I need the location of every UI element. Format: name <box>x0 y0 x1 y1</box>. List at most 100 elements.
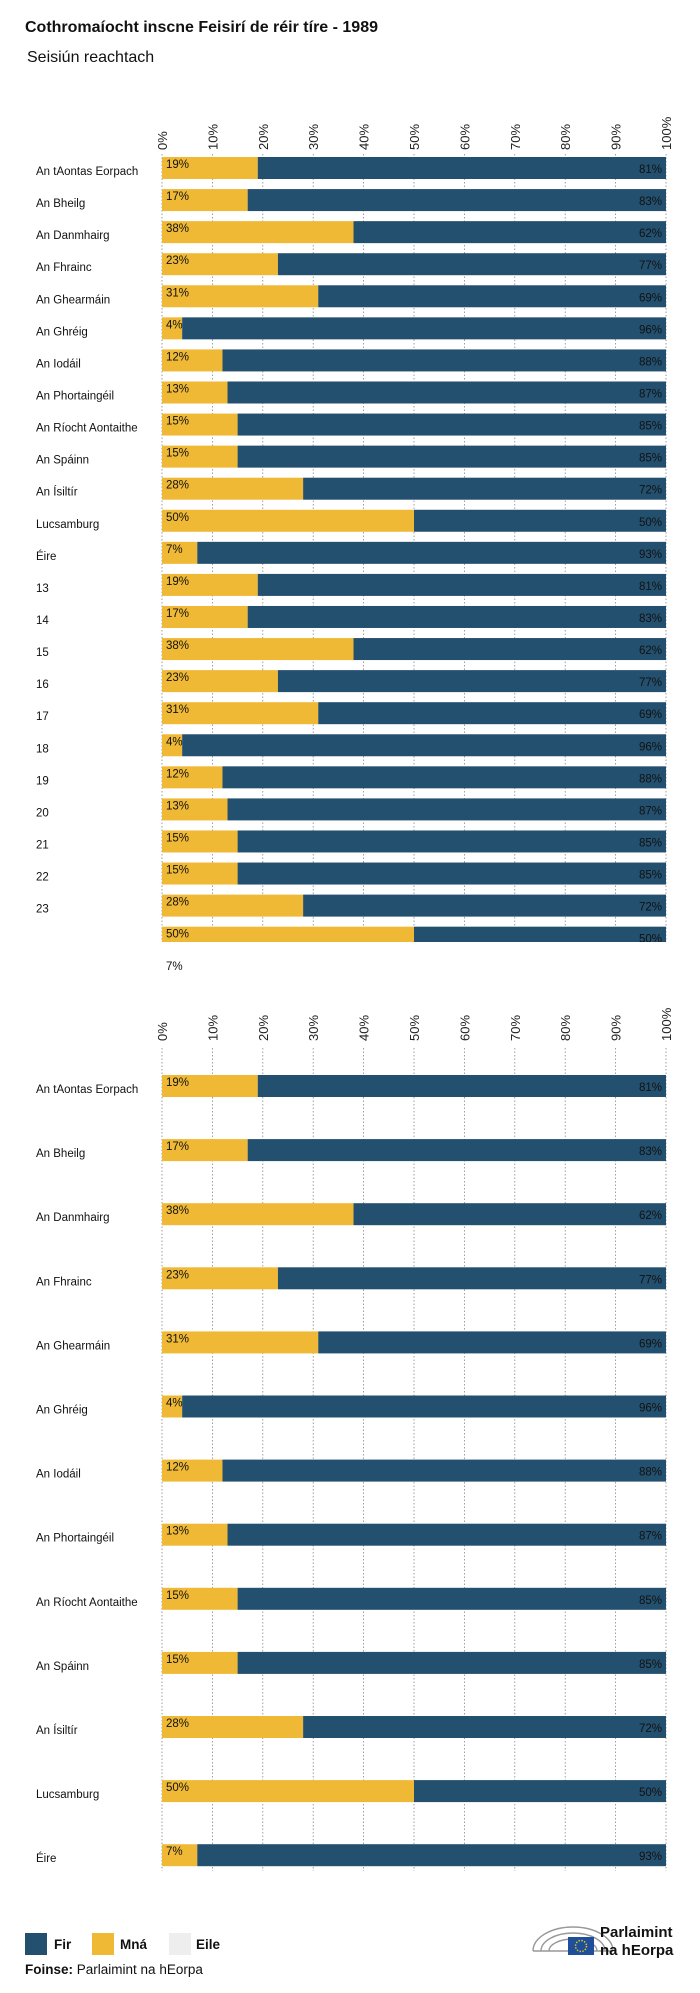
bar-segment <box>237 413 666 436</box>
category-label: An tAontas Eorpach <box>36 1084 138 1096</box>
value-label: 15% <box>166 833 189 845</box>
bar-segment <box>162 766 223 789</box>
value-label: 19% <box>166 159 189 171</box>
value-label: 15% <box>166 1590 189 1602</box>
bar-segment <box>162 1523 228 1546</box>
value-label: 12% <box>166 768 189 780</box>
logo: Parlaimint na hEorpa <box>532 1924 674 1959</box>
value-label: 85% <box>639 838 662 850</box>
bar-segment <box>257 157 666 179</box>
category-label: 18 <box>36 743 49 755</box>
category-label: An Ríocht Aontaithe <box>36 423 138 435</box>
chart: 19% 81% 17% 83% 38% 62% 23% 77% 31% 69% 4% 96% 12% 88… <box>36 1007 674 1871</box>
legend-swatch <box>169 1933 191 1955</box>
bar-segment <box>162 798 228 821</box>
bar-segment <box>197 541 666 564</box>
value-label: 72% <box>639 902 662 914</box>
bar-segment <box>182 317 666 340</box>
bar-segment <box>162 1587 238 1610</box>
bar-segment <box>353 1203 666 1226</box>
legend-label: Fir <box>54 1937 72 1952</box>
bar-segment <box>162 189 248 212</box>
logo-text: Parlaimint <box>600 1924 673 1941</box>
bar-segment <box>303 1716 666 1738</box>
bar-segment <box>257 1075 666 1097</box>
category-label: An Ísiltír <box>36 1724 78 1737</box>
legend: Fir Mná Eile <box>25 1933 221 1955</box>
x-tick-label: 20% <box>256 124 271 150</box>
value-label: 83% <box>639 1146 662 1158</box>
value-label: 77% <box>639 677 662 689</box>
value-label: 62% <box>639 228 662 240</box>
category-label: An Ghearmáin <box>36 294 110 306</box>
bar-segment <box>162 830 238 853</box>
bar-segment <box>162 413 238 436</box>
category-label: Lucsamburg <box>36 1789 99 1801</box>
x-tick-label: 10% <box>205 124 220 150</box>
category-label: An Ísiltír <box>36 486 78 499</box>
bar-segment <box>222 349 667 372</box>
legend-label: Mná <box>120 1937 147 1952</box>
category-label: An Phortaingéil <box>36 1533 114 1545</box>
bar-segment <box>162 1203 354 1226</box>
bar-segment <box>353 638 666 661</box>
bar-segment <box>162 349 223 372</box>
bar-segment <box>162 702 319 725</box>
legend-swatch <box>25 1933 47 1955</box>
value-label: 28% <box>166 897 189 909</box>
value-label: 12% <box>166 351 189 363</box>
legend-label: Eile <box>196 1937 221 1952</box>
bar-segment <box>303 894 666 917</box>
value-label: 19% <box>166 576 189 588</box>
bar-segment <box>162 1844 198 1867</box>
bar-segment <box>303 477 666 500</box>
bar-segment <box>162 509 414 532</box>
bar-segment <box>162 894 304 917</box>
value-label: 88% <box>639 773 662 785</box>
bar-segment <box>247 605 666 628</box>
x-tick-label: 30% <box>306 1015 321 1041</box>
x-tick-label: 90% <box>609 1015 624 1041</box>
category-label: Éire <box>36 1852 56 1865</box>
value-label: 62% <box>639 1210 662 1222</box>
x-tick-label: 10% <box>205 1015 220 1041</box>
value-label: 4% <box>166 319 183 331</box>
bar-segment <box>162 253 278 276</box>
value-label: 23% <box>166 255 189 267</box>
bar-segment <box>162 862 238 885</box>
bar-segment <box>162 381 228 404</box>
x-tick-label: 20% <box>256 1015 271 1041</box>
bar-segment <box>162 1075 258 1097</box>
category-label: 22 <box>36 872 49 884</box>
bar-segment <box>414 1780 666 1803</box>
value-label: 81% <box>639 581 662 593</box>
bar-segment <box>353 221 666 244</box>
value-label: 81% <box>639 1082 662 1094</box>
value-label: 13% <box>166 800 189 812</box>
value-label: 88% <box>639 356 662 368</box>
value-label: 50% <box>166 1782 189 1794</box>
value-label: 50% <box>166 929 189 941</box>
value-label: 85% <box>639 453 662 465</box>
category-label: An Fhrainc <box>36 262 92 274</box>
value-label: 85% <box>639 1595 662 1607</box>
bar-segment <box>257 573 666 596</box>
category-label: 20 <box>36 807 49 819</box>
bar-segment <box>162 1395 183 1418</box>
category-label: An Iodáil <box>36 1469 81 1481</box>
bar-segment <box>247 1139 666 1162</box>
x-tick-label: 0% <box>155 1022 170 1041</box>
value-label: 50% <box>639 934 662 946</box>
x-tick-label: 70% <box>508 1015 523 1041</box>
value-label: 85% <box>639 870 662 882</box>
bar-segment <box>162 734 183 757</box>
x-tick-label: 60% <box>457 1015 472 1041</box>
value-label: 69% <box>639 709 662 721</box>
chart-title: Cothromaíocht inscne Feisirí de réir tír… <box>25 19 378 36</box>
bar-segment <box>318 1331 666 1354</box>
bar-segment <box>222 1459 667 1482</box>
bar-segment <box>237 1587 666 1610</box>
bar-segment <box>162 1267 278 1290</box>
bar-segment <box>162 541 198 564</box>
